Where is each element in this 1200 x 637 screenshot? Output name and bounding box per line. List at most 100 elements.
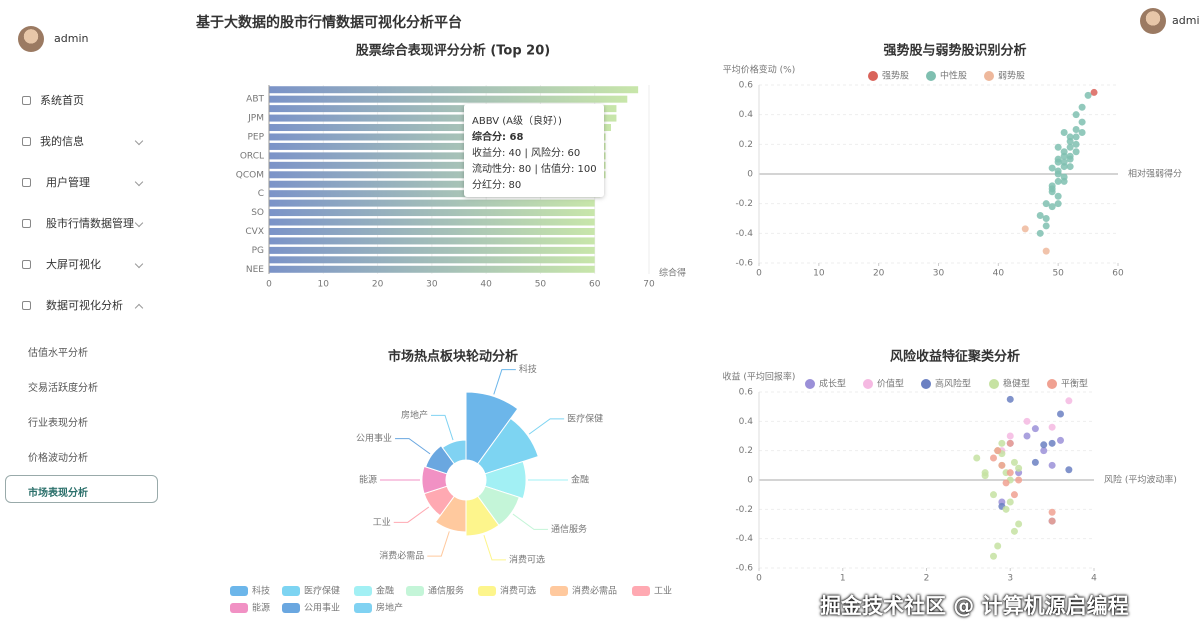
y-tick-label: 0.4: [739, 110, 754, 120]
menu-label[interactable]: 数据可视化分析: [46, 299, 123, 312]
tooltip: [464, 104, 604, 197]
slice-label: 通信服务: [551, 523, 587, 535]
avatar: [18, 26, 44, 52]
submenu-item[interactable]: 估值水平分析: [28, 348, 88, 359]
legend-marker: [868, 71, 878, 81]
chart-title: 强势股与弱势股识别分析: [883, 43, 1026, 59]
y-axis-label: 收益 (平均回报率): [723, 371, 796, 383]
x-tick-label: 20: [873, 269, 885, 279]
slice-label: 金融: [571, 474, 589, 486]
y-tick-label: -0.4: [735, 534, 753, 544]
rose-sector: [441, 439, 467, 465]
x-tick-label: 0: [756, 269, 762, 279]
x-tick-label: 2: [924, 574, 930, 584]
user-name: admin: [54, 32, 89, 45]
legend-marker: [863, 379, 873, 389]
x-tick-label: 10: [318, 280, 330, 290]
point: [1040, 441, 1048, 449]
menu-item[interactable]: 大屏可视化: [0, 255, 160, 275]
rose-sector: [434, 495, 467, 533]
legend-marker: [926, 71, 936, 81]
x-tick-label: 50: [1052, 269, 1064, 279]
user-name: admin: [1172, 14, 1200, 27]
legend-marker: [230, 603, 248, 613]
legend-marker: [406, 586, 424, 596]
point: [1048, 517, 1056, 525]
point: [1015, 464, 1023, 472]
x-tick-label: 20: [372, 280, 384, 290]
menu-label[interactable]: 系统首页: [40, 94, 84, 107]
bar: [269, 86, 639, 94]
legend-marker: [282, 586, 300, 596]
submenu-item[interactable]: 市场表现分析: [28, 488, 88, 499]
point: [1036, 212, 1044, 220]
menu-item[interactable]: 系统首页: [0, 91, 160, 111]
legend-label: 成长型: [819, 378, 846, 390]
point: [1054, 192, 1062, 200]
legend-label: 消费可选: [500, 585, 536, 597]
tooltip-text: 流动性分: 80 | 估值分: 100: [472, 162, 597, 175]
sidebar: admin 系统首页 我的信息 用户管理 股市行情数据管理 大屏可视化 数据可视…: [0, 0, 170, 637]
x-axis-label: 相对强弱得分: [1128, 168, 1182, 180]
point: [1048, 164, 1056, 172]
x-tick-label: 60: [589, 280, 601, 290]
point: [1048, 185, 1056, 193]
submenu-item[interactable]: 交易活跃度分析: [28, 383, 98, 394]
submenu-item[interactable]: 行业表现分析: [28, 418, 88, 429]
point: [1042, 222, 1050, 230]
point: [1031, 458, 1039, 466]
legend-marker: [282, 603, 300, 613]
point: [1066, 163, 1074, 171]
x-tick-label: 4: [1091, 574, 1097, 584]
active-item[interactable]: [5, 475, 158, 503]
submenu-item[interactable]: 价格波动分析: [28, 453, 88, 464]
point: [1084, 91, 1092, 99]
point: [1066, 143, 1074, 151]
menu-label[interactable]: 用户管理: [46, 176, 90, 189]
slice-label: 房地产: [401, 409, 428, 421]
legend-label: 稳健型: [1003, 378, 1030, 390]
bar: [269, 124, 611, 132]
point: [1054, 158, 1062, 166]
y-tick-label: ABT: [246, 95, 264, 105]
legend-label: 工业: [654, 586, 672, 597]
legend-marker: [354, 586, 372, 596]
y-tick-label: 0.4: [739, 417, 754, 427]
slice-label: 消费必需品: [379, 550, 424, 562]
point: [1057, 410, 1064, 418]
bar: [269, 237, 595, 245]
menu-item[interactable]: 股市行情数据管理: [0, 214, 160, 234]
point: [1042, 200, 1050, 208]
point: [1054, 177, 1062, 185]
menu-label[interactable]: 大屏可视化: [46, 258, 101, 271]
legend-label: 弱势股: [998, 70, 1025, 82]
menu-label[interactable]: 我的信息: [40, 135, 84, 148]
y-tick-label: -0.6: [735, 564, 753, 574]
point: [1057, 436, 1064, 444]
menu-label[interactable]: 股市行情数据管理: [46, 217, 134, 230]
chart-title: 股票综合表现评分分析 (Top 20): [356, 43, 550, 59]
point: [1002, 479, 1010, 487]
y-tick-label: PEP: [247, 132, 264, 142]
point: [1054, 143, 1062, 151]
menu-item[interactable]: 我的信息: [0, 132, 160, 152]
x-tick-label: 70: [643, 280, 655, 290]
point: [1072, 133, 1080, 141]
legend-marker: [478, 586, 496, 596]
point: [1065, 466, 1073, 474]
y-tick-label: NEE: [246, 265, 264, 275]
y-tick-label: 0.6: [739, 81, 754, 91]
point: [1054, 200, 1062, 208]
legend-label: 平衡型: [1061, 378, 1088, 390]
label-line: [512, 513, 548, 530]
x-tick-label: 40: [480, 280, 492, 290]
tooltip-text: 收益分: 40 | 风险分: 60: [472, 146, 580, 159]
label-line: [483, 535, 506, 561]
bar: [269, 209, 595, 217]
menu-item[interactable]: 用户管理: [0, 173, 160, 193]
bar: [269, 218, 595, 226]
menu-item[interactable]: 数据可视化分析: [0, 296, 160, 316]
point: [1048, 508, 1056, 516]
y-tick-label: 0.2: [739, 446, 753, 456]
